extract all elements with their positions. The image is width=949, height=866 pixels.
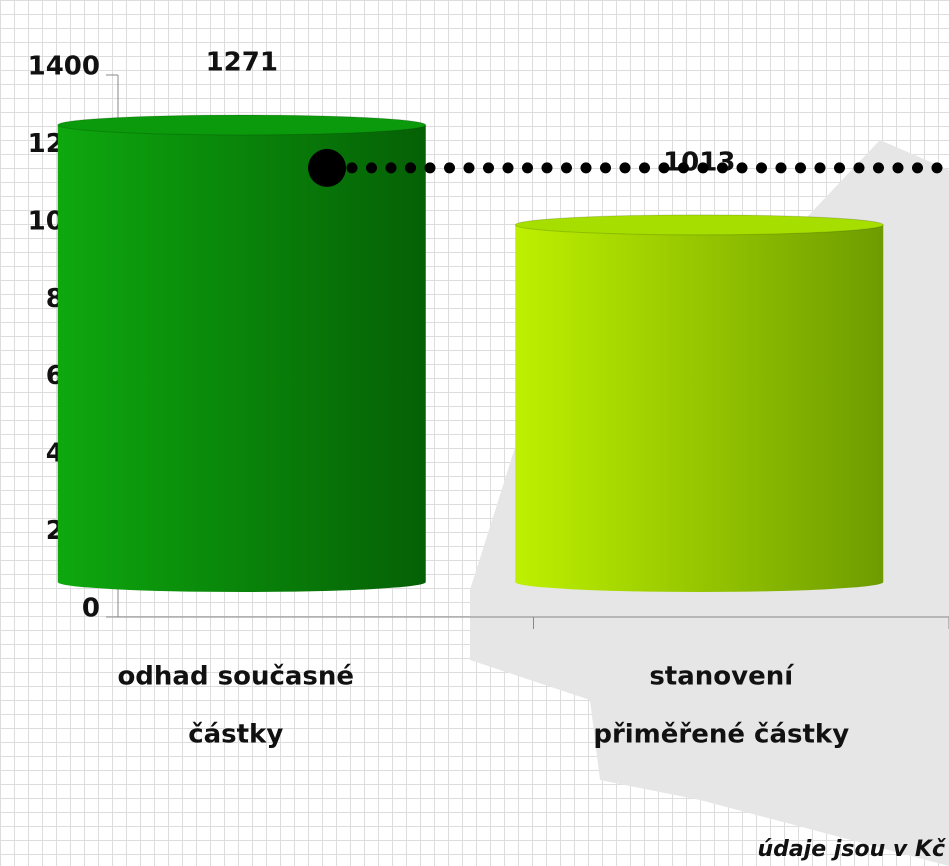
y-tick-label: 0 (82, 594, 100, 624)
bar-top (57, 114, 427, 136)
x-tick-label: částky (188, 720, 283, 750)
reference-dot (308, 148, 346, 187)
y-tick-label: 1400 (28, 52, 100, 82)
bar (515, 224, 884, 592)
value-label: 1271 (206, 47, 278, 77)
x-tick-label: přiměřené částky (593, 720, 849, 750)
bar (57, 124, 426, 592)
bar-top (514, 214, 884, 236)
note: údaje jsou v Kč (757, 837, 945, 862)
x-tick-label: stanovení (649, 662, 795, 692)
x-tick-label: odhad současné (117, 662, 354, 692)
